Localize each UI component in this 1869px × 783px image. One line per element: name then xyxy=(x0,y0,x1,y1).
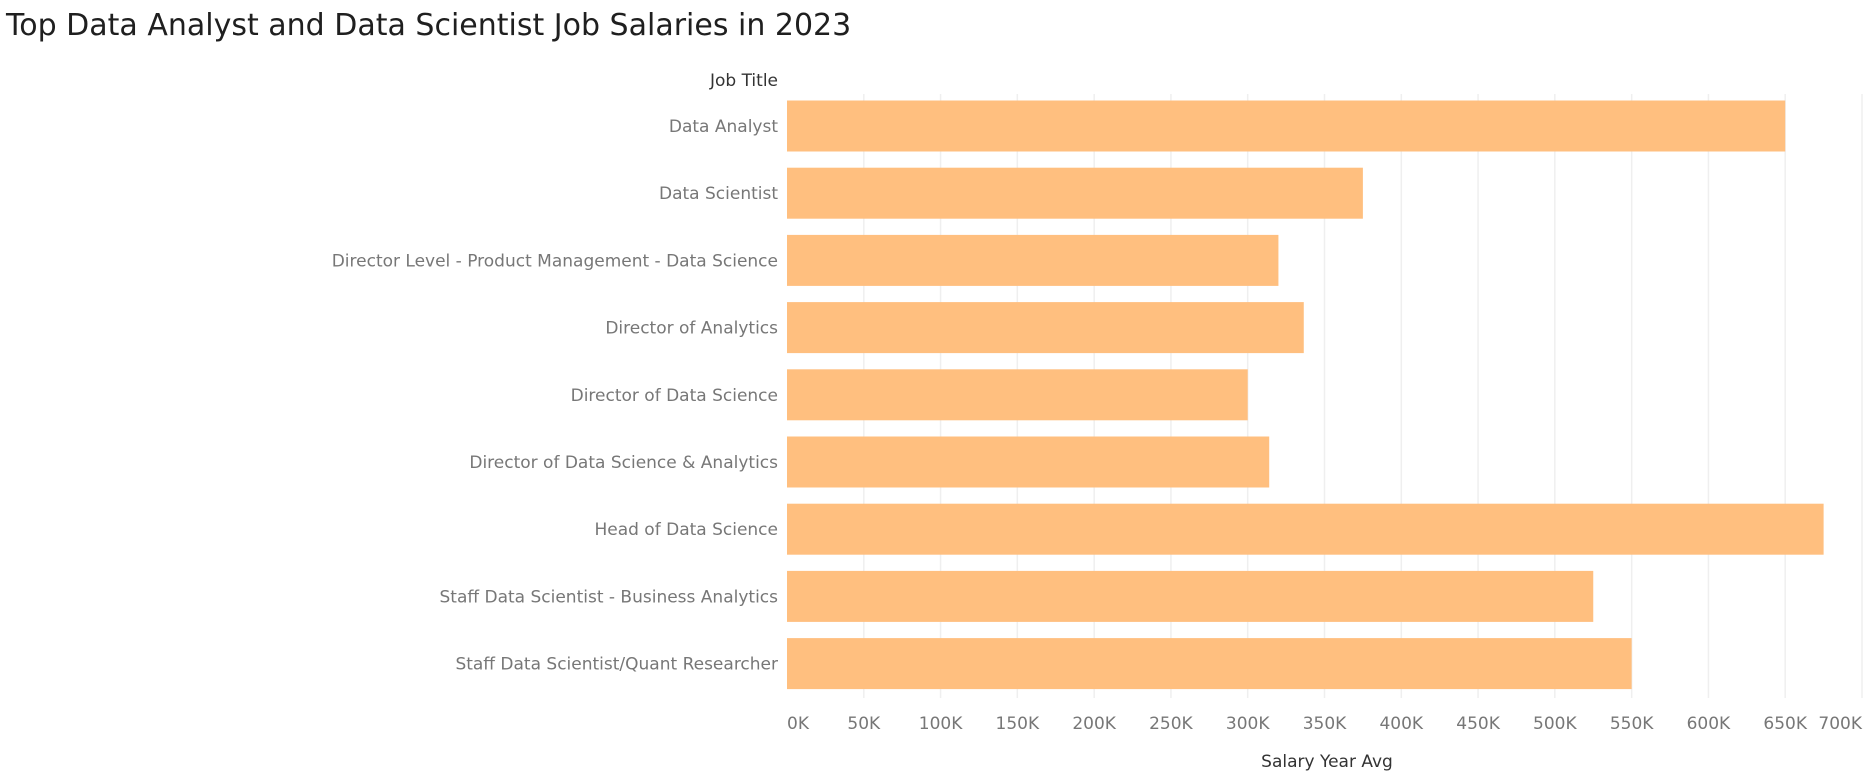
x-tick-label: 400K xyxy=(1379,714,1423,734)
category-label: Data Scientist xyxy=(659,184,778,204)
category-label: Staff Data Scientist - Business Analytic… xyxy=(440,587,779,607)
bar[interactable] xyxy=(787,167,1363,219)
category-label: Director of Data Science xyxy=(571,386,778,406)
bar[interactable] xyxy=(787,436,1270,488)
x-tick-label: 300K xyxy=(1226,714,1270,734)
chart-title: Top Data Analyst and Data Scientist Job … xyxy=(6,8,852,43)
x-tick-label: 150K xyxy=(996,714,1040,734)
category-labels: Data Analyst Data Scientist Director Level… xyxy=(332,117,779,675)
bar[interactable] xyxy=(787,503,1824,555)
x-tick-label: 600K xyxy=(1687,714,1731,734)
x-tick-label: 650K xyxy=(1763,714,1807,734)
x-tick-label: 100K xyxy=(919,714,963,734)
x-tick-label: 50K xyxy=(847,714,881,734)
x-tick-label: 700K xyxy=(1818,714,1862,734)
x-tick-labels: 0K 50K 100K 150K 200K 250K 300K 350K 400K 450K 500… xyxy=(787,714,1863,734)
bar[interactable] xyxy=(787,100,1786,152)
category-label: Director of Analytics xyxy=(605,319,778,339)
bar[interactable] xyxy=(787,234,1279,286)
x-tick-label: 250K xyxy=(1149,714,1193,734)
category-label: Director of Data Science & Analytics xyxy=(469,453,778,473)
category-label: Director Level - Product Management - Da… xyxy=(332,251,778,271)
category-label: Staff Data Scientist/Quant Researcher xyxy=(455,655,778,675)
bar[interactable] xyxy=(787,302,1304,354)
x-tick-label: 450K xyxy=(1456,714,1500,734)
y-axis-title: Job Title xyxy=(709,71,778,91)
category-label: Head of Data Science xyxy=(594,520,778,540)
x-tick-label: 500K xyxy=(1533,714,1577,734)
x-tick-label: 550K xyxy=(1610,714,1654,734)
bars xyxy=(787,100,1824,690)
x-tick-label: 0K xyxy=(787,714,810,734)
x-axis-title: Salary Year Avg xyxy=(1261,752,1393,772)
x-tick-label: 350K xyxy=(1303,714,1347,734)
bar[interactable] xyxy=(787,369,1248,421)
category-label: Data Analyst xyxy=(669,117,778,137)
bar[interactable] xyxy=(787,570,1594,622)
x-tick-label: 200K xyxy=(1072,714,1116,734)
bar[interactable] xyxy=(787,638,1632,690)
